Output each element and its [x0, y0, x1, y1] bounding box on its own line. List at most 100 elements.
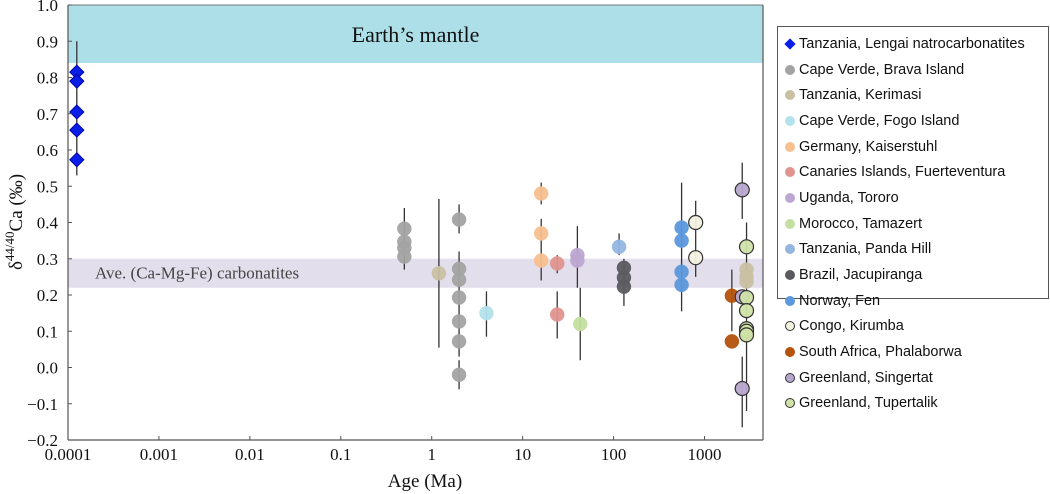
- legend-item-tanzania-kerimasi: Tanzania, Kerimasi: [782, 82, 1048, 108]
- y-tick-label: −0.2: [27, 431, 58, 450]
- point-greenland-tupertalik: [738, 289, 755, 306]
- legend-label: Uganda, Tororo: [799, 189, 899, 206]
- point-tanzania-lengai-natrocarbonatites: [69, 152, 85, 168]
- legend-marker-brazil-jacupiranga: [785, 270, 795, 281]
- x-tick-label: 0.0001: [45, 445, 92, 464]
- point-tanzania-panda-hill: [611, 239, 627, 255]
- point-tanzania-kerimasi: [739, 274, 754, 289]
- point-tanzania-kerimasi: [431, 266, 447, 281]
- legend-marker-south-africa-phalaborwa: [785, 347, 795, 358]
- y-axis-title-sup: 44/40: [2, 231, 17, 261]
- point-greenland-singertat: [734, 182, 750, 198]
- legend-item-morocco-tamazert: Morocco, Tamazert: [782, 211, 1048, 237]
- y-tick-label: −0.1: [27, 395, 58, 414]
- point-cape-verde-brava-island: [397, 221, 412, 236]
- legend-item-germany-kaiserstuhl: Germany, Kaiserstuhl: [782, 134, 1048, 160]
- legend-item-south-africa-phalaborwa: South Africa, Phalaborwa: [782, 339, 1048, 365]
- point-brazil-jacupiranga: [616, 279, 632, 294]
- legend-label: Norway, Fen: [799, 292, 881, 309]
- x-tick-label: 100: [601, 445, 627, 464]
- legend-label: Tanzania, Kerimasi: [799, 87, 922, 104]
- x-axis-title: Age (Ma): [388, 471, 462, 492]
- mantle-band-label: Earth’s mantle: [352, 22, 480, 47]
- legend-marker-morocco-tamazert: [785, 218, 795, 229]
- point-canaries-islands-fuerteventura: [549, 307, 565, 322]
- legend-item-greenland-singertat: Greenland, Singertat: [782, 365, 1048, 391]
- legend-label: Cape Verde, Brava Island: [799, 61, 965, 78]
- point-canaries-islands-fuerteventura: [549, 256, 565, 271]
- point-cape-verde-brava-island: [451, 314, 467, 329]
- point-greenland-tupertalik: [738, 239, 755, 255]
- y-tick-label: 0.7: [37, 105, 59, 124]
- legend-marker-tanzania-lengai-natrocarbonatites: [784, 38, 796, 50]
- legend-marker-canaries-islands-fuerteventura: [785, 167, 795, 178]
- legend-marker-norway-fen: [785, 295, 795, 306]
- x-tick-label: 0.001: [140, 445, 178, 464]
- point-germany-kaiserstuhl: [533, 253, 549, 268]
- y-tick-label: 0.2: [37, 286, 58, 305]
- y-tick-label: 0.5: [37, 177, 58, 196]
- legend-item-greenland-tupertalik: Greenland, Tupertalik: [782, 391, 1048, 417]
- legend-item-cape-verde-fogo-island: Cape Verde, Fogo Island: [782, 108, 1048, 134]
- x-tick-label: 0.1: [330, 445, 351, 464]
- legend-label: Congo, Kirumba: [799, 318, 904, 335]
- point-cape-verde-brava-island: [451, 290, 467, 305]
- y-axis-title: δ44/40Ca (‰): [2, 174, 27, 270]
- x-tick-label: 0.01: [235, 445, 265, 464]
- legend-marker-congo-kirumba: [785, 321, 795, 332]
- point-morocco-tamazert: [572, 316, 588, 332]
- legend-label: Brazil, Jacupiranga: [799, 267, 923, 284]
- point-norway-fen: [674, 220, 689, 235]
- point-cape-verde-brava-island: [451, 272, 467, 288]
- svg-text:δ44/40Ca (‰): δ44/40Ca (‰): [2, 174, 27, 270]
- y-tick-label: 0.4: [37, 214, 59, 233]
- y-tick-label: 0.0: [37, 359, 58, 378]
- point-cape-verde-fogo-island: [479, 305, 494, 321]
- point-norway-fen: [674, 277, 689, 293]
- point-greenland-tupertalik: [738, 302, 755, 319]
- legend-marker-cape-verde-brava-island: [785, 64, 795, 75]
- point-norway-fen: [674, 233, 689, 248]
- legend-label: South Africa, Phalaborwa: [799, 344, 962, 361]
- x-tick-label: 1: [427, 445, 436, 464]
- point-greenland-singertat: [734, 380, 750, 397]
- point-tanzania-lengai-natrocarbonatites: [69, 122, 85, 138]
- legend-marker-cape-verde-fogo-island: [785, 115, 795, 126]
- x-tick-label: 10: [514, 445, 531, 464]
- legend-item-congo-kirumba: Congo, Kirumba: [782, 314, 1048, 340]
- point-greenland-tupertalik: [738, 327, 755, 343]
- point-cape-verde-brava-island: [451, 212, 467, 227]
- legend-label: Germany, Kaiserstuhl: [799, 138, 938, 155]
- point-uganda-tororo: [570, 253, 585, 268]
- legend-label: Morocco, Tamazert: [799, 215, 923, 232]
- point-tanzania-lengai-natrocarbonatites: [69, 73, 85, 89]
- legend-label: Tanzania, Panda Hill: [799, 241, 932, 258]
- legend-label: Canaries Islands, Fuerteventura: [799, 164, 1006, 181]
- legend-label: Cape Verde, Fogo Island: [799, 112, 960, 129]
- y-tick-label: 0.3: [37, 250, 58, 269]
- legend-marker-tanzania-kerimasi: [785, 90, 795, 101]
- legend-marker-greenland-tupertalik: [785, 398, 795, 409]
- legend-marker-tanzania-panda-hill: [785, 244, 795, 255]
- point-germany-kaiserstuhl: [533, 226, 549, 241]
- legend-marker-germany-kaiserstuhl: [785, 141, 795, 152]
- legend-item-brazil-jacupiranga: Brazil, Jacupiranga: [782, 262, 1048, 288]
- point-cape-verde-brava-island: [451, 334, 467, 349]
- point-norway-fen: [674, 264, 689, 280]
- legend-item-tanzania-lengai-natrocarbonatites: Tanzania, Lengai natrocarbonatites: [782, 31, 1048, 57]
- legend-item-uganda-tororo: Uganda, Tororo: [782, 185, 1048, 211]
- point-cape-verde-brava-island: [451, 367, 467, 382]
- legend-item-norway-fen: Norway, Fen: [782, 288, 1048, 314]
- point-germany-kaiserstuhl: [533, 186, 549, 201]
- point-cape-verde-brava-island: [397, 249, 412, 264]
- y-axis-title-rest: Ca (‰): [6, 174, 27, 232]
- y-tick-label: 0.6: [37, 141, 58, 160]
- point-congo-kirumba: [688, 214, 704, 231]
- point-tanzania-lengai-natrocarbonatites: [69, 104, 85, 120]
- legend-item-cape-verde-brava-island: Cape Verde, Brava Island: [782, 57, 1048, 83]
- legend-item-tanzania-panda-hill: Tanzania, Panda Hill: [782, 237, 1048, 263]
- y-tick-label: 0.1: [37, 322, 58, 341]
- carbonatite-band-label: Ave. (Ca-Mg-Fe) carbonatites: [95, 263, 299, 282]
- x-tick-label: 1000: [687, 445, 721, 464]
